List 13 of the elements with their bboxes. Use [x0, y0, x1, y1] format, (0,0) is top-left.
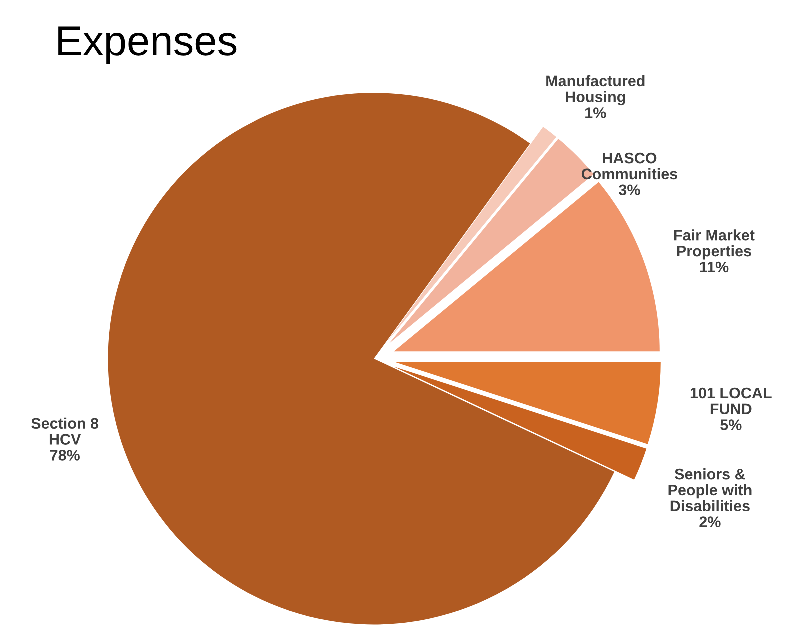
data-label: 1% [586, 108, 606, 118]
slice-label: Seniors & People with Disabilities [668, 468, 752, 512]
slice-label: HASCO Communities [582, 152, 678, 180]
data-label: 2% [700, 516, 721, 528]
slice-label: Fair Market Properties [674, 230, 755, 260]
slice-label: Section 8 HCV [32, 418, 99, 445]
slice-label: 101 LOCAL FUND [690, 388, 772, 415]
data-label: 11% [700, 262, 729, 273]
slice-label: Manufactured Housing [546, 75, 645, 106]
data-label: 78% [50, 450, 80, 461]
data-label: 3% [619, 184, 640, 196]
chart-title: Expenses [58, 26, 237, 64]
data-label: 5% [720, 420, 742, 430]
